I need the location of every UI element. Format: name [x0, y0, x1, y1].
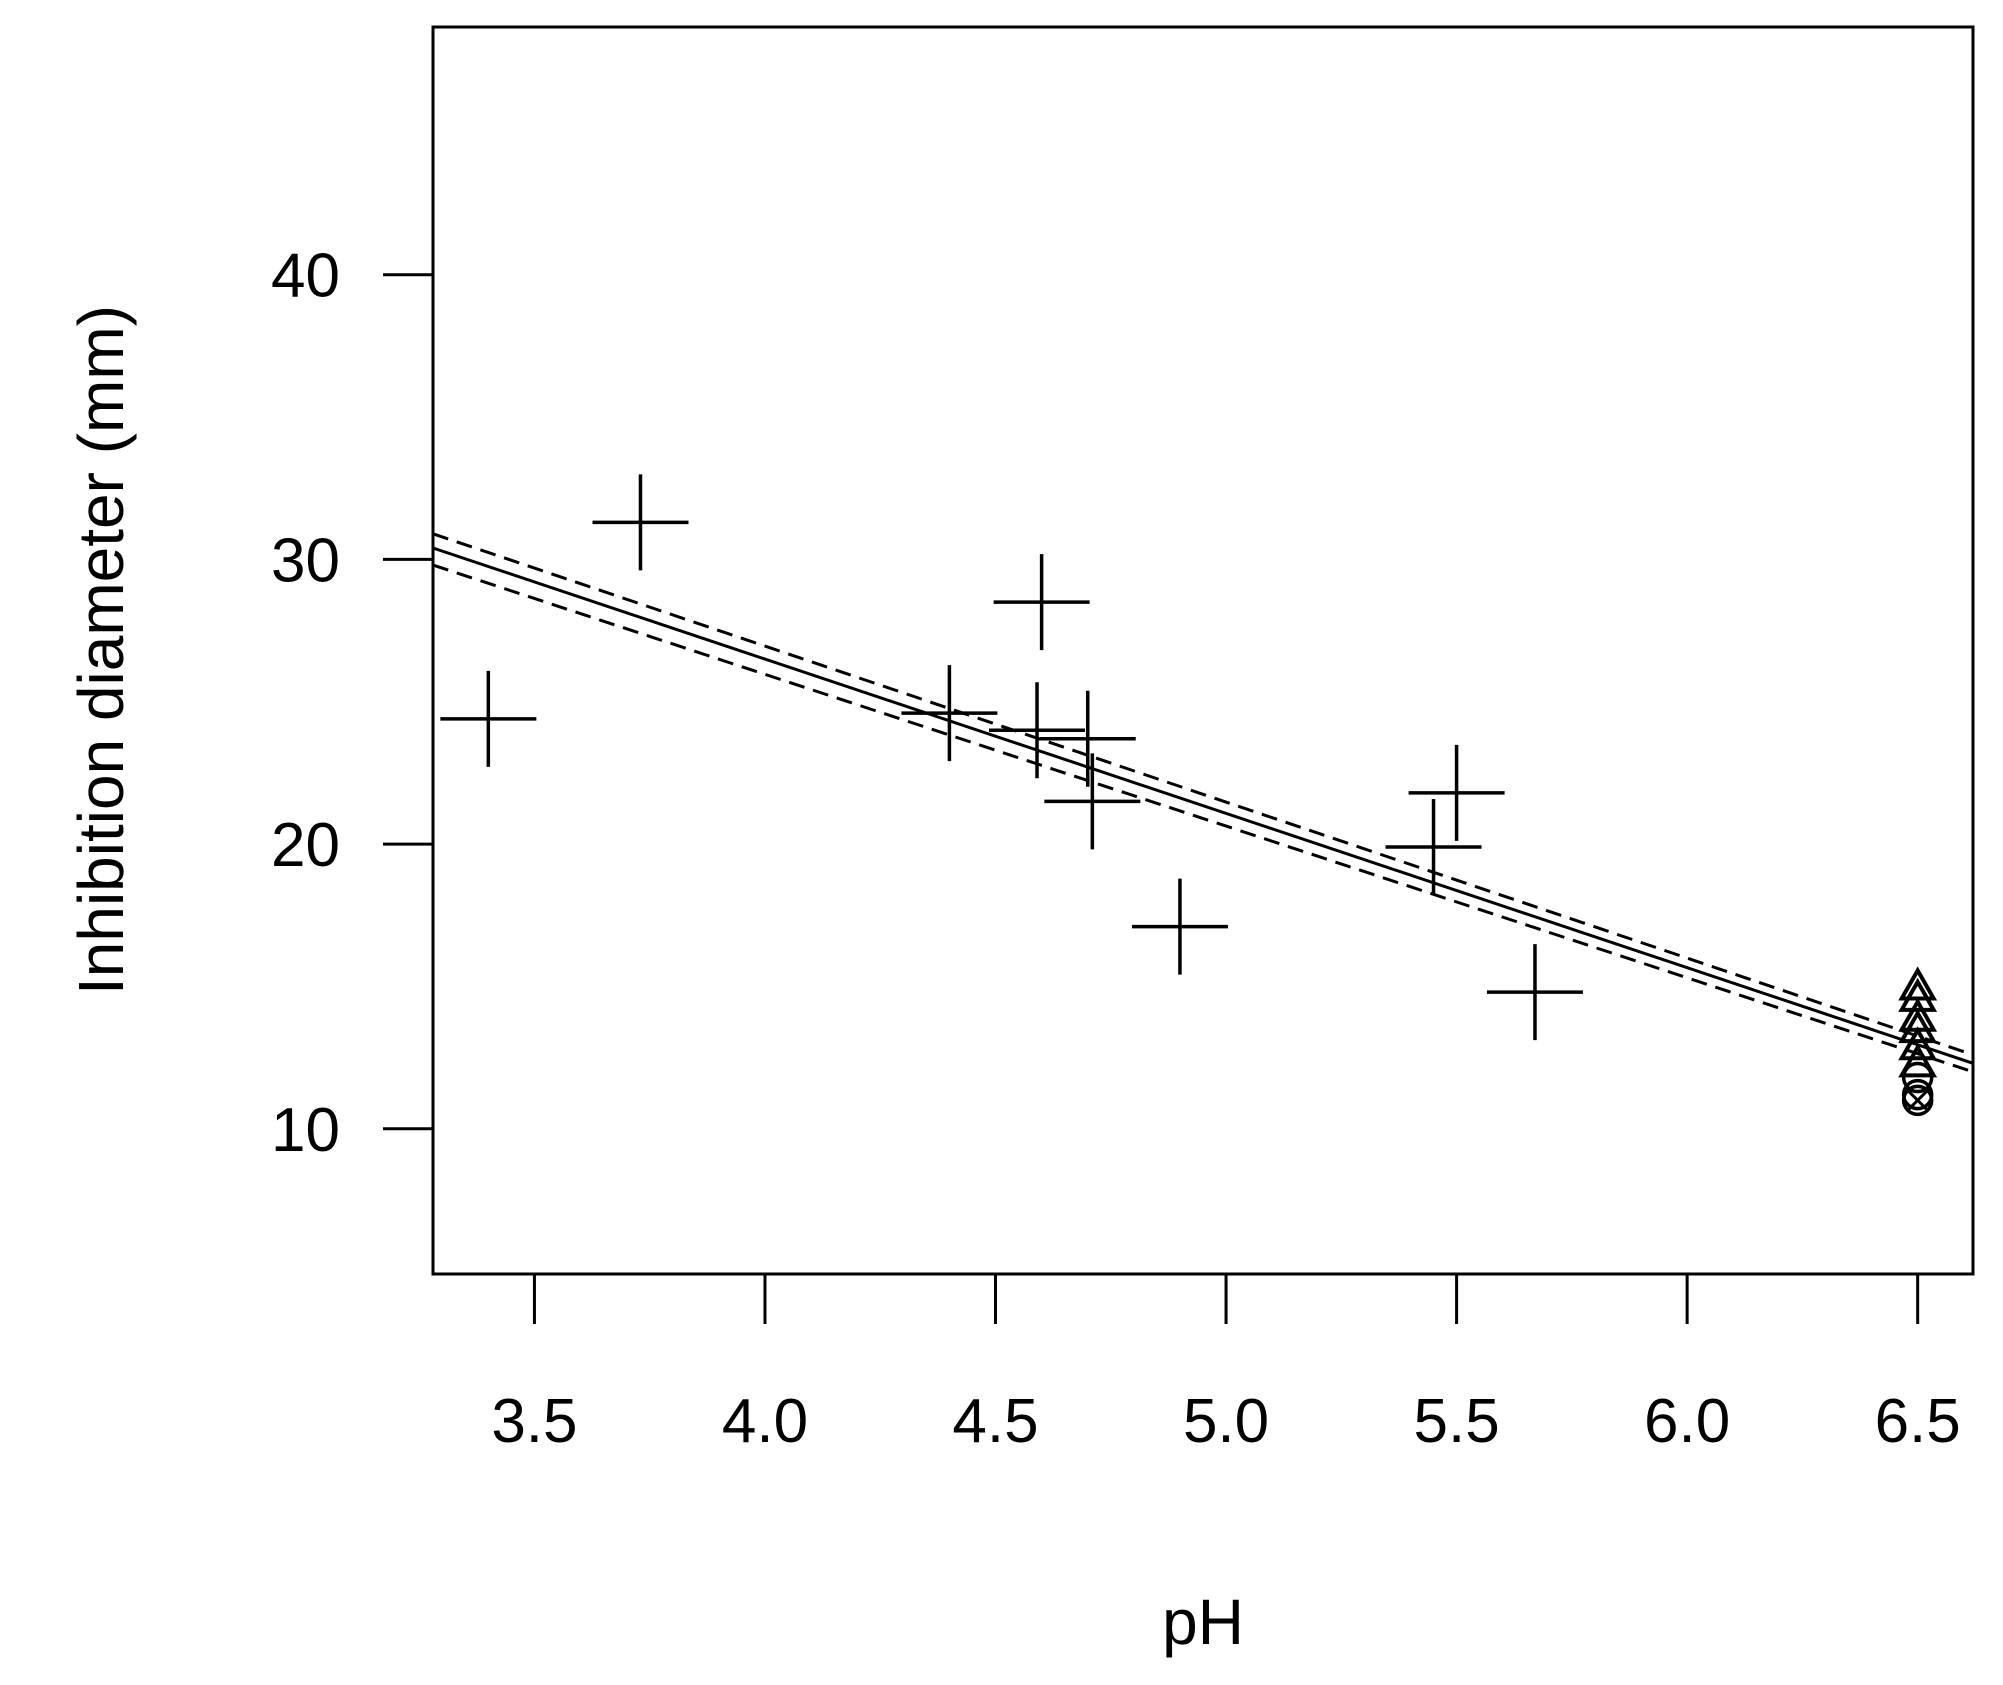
- plus-point: [901, 665, 998, 762]
- regression-line: [432, 546, 1974, 1065]
- x-axis-title: pH: [1162, 1586, 1244, 1658]
- y-tick-label: 20: [271, 811, 340, 880]
- circle-point: [1901, 1061, 1934, 1094]
- plus-point: [592, 474, 689, 571]
- plus-point: [993, 554, 1090, 651]
- x-tick-label: 6.5: [1875, 1387, 1961, 1456]
- triangle-point: [1898, 1026, 1938, 1061]
- plot-frame: [431, 25, 1975, 1276]
- plus-point: [989, 682, 1086, 779]
- plus-point: [1131, 878, 1228, 975]
- plus-point: [1385, 798, 1482, 895]
- plus-point: [1408, 744, 1505, 841]
- y-tick-label: 40: [271, 242, 340, 311]
- x-tick-label: 5.0: [1183, 1387, 1269, 1456]
- regression-lines: [432, 532, 1974, 1074]
- data-markers: [440, 474, 1938, 1117]
- plus-point: [1039, 690, 1136, 787]
- plus-point: [440, 670, 537, 767]
- circle-x-point: [1901, 1084, 1934, 1117]
- x-tick-label: 5.5: [1413, 1387, 1499, 1456]
- circle-x-ring: [1901, 1084, 1934, 1117]
- x-tick-label: 3.5: [491, 1387, 577, 1456]
- triangle-point: [1898, 1043, 1938, 1078]
- x-tick-label: 4.5: [952, 1387, 1038, 1456]
- confidence-band-line: [432, 563, 1974, 1074]
- circle-x-cross: [1906, 1089, 1929, 1112]
- y-tick-label: 30: [271, 526, 340, 595]
- y-axis: 10 20 30 40: [271, 242, 433, 1165]
- y-axis-title: Inhibition diameter (mm): [65, 305, 137, 995]
- x-tick-label: 4.0: [722, 1387, 808, 1456]
- plus-point: [1486, 944, 1583, 1041]
- x-axis: 3.5 4.0 4.5 5.0 5.5 6.0 6.5: [491, 1274, 1961, 1456]
- plus-point: [1044, 753, 1141, 850]
- confidence-band-line: [432, 532, 1974, 1057]
- triangle-point: [1898, 1009, 1938, 1044]
- y-tick-label: 10: [271, 1096, 340, 1165]
- x-tick-label: 6.0: [1644, 1387, 1730, 1456]
